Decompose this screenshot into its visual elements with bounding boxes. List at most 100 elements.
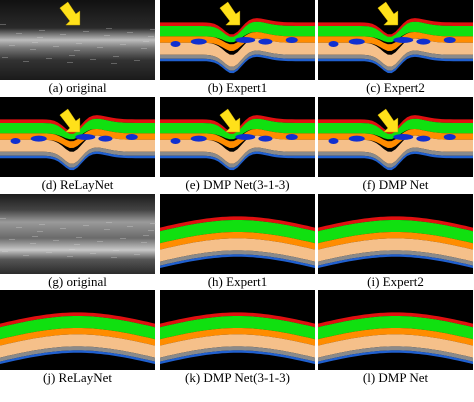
speckle (141, 242, 147, 243)
caption: (e) DMP Net(3-1-3) (185, 177, 289, 192)
fluid (170, 41, 181, 47)
seg-layer (318, 54, 473, 74)
seg-layer (160, 232, 315, 250)
seg-layer (318, 216, 473, 232)
speckle (37, 37, 43, 38)
speckle (97, 241, 103, 242)
fluid (328, 138, 339, 144)
seg-layer (160, 50, 315, 71)
speckle (0, 218, 6, 219)
seg-layer (318, 18, 473, 38)
speckle (150, 29, 156, 30)
seg-layer (160, 38, 315, 67)
seg-layer (0, 135, 155, 164)
seg-layer (0, 115, 155, 135)
fluid (190, 38, 207, 45)
speckle (53, 240, 59, 241)
fluid (443, 37, 456, 43)
seg-layer (318, 312, 473, 328)
fluid (443, 134, 456, 140)
speckle (32, 42, 38, 43)
seg-layer (318, 254, 473, 268)
fluid (170, 138, 181, 144)
seg-layer (160, 220, 315, 244)
seg-layer (0, 118, 155, 140)
speckle (16, 227, 22, 228)
seg-layer (0, 129, 155, 148)
panel (318, 0, 473, 80)
seg-layer (318, 21, 473, 43)
seg-layer (0, 346, 155, 362)
seg-layer (160, 151, 315, 171)
seg-layer (318, 118, 473, 140)
fluid (235, 134, 256, 140)
seg-layer (160, 147, 315, 168)
seg-layer (0, 312, 155, 328)
speckle (127, 226, 133, 227)
oct-image (0, 194, 155, 274)
fluid (393, 134, 414, 140)
speckle (53, 46, 59, 47)
speckle (143, 235, 149, 236)
speckle (83, 31, 89, 32)
arrow (219, 1, 241, 26)
speckle (9, 239, 15, 240)
speckle (2, 251, 8, 252)
fluid (348, 38, 365, 45)
panel (0, 194, 156, 274)
seg-layer (160, 129, 315, 148)
fluid (75, 134, 96, 140)
seg-layer (160, 334, 315, 358)
panel (160, 290, 315, 370)
speckle (113, 250, 119, 251)
speckle (9, 45, 15, 46)
arrow (59, 108, 81, 133)
fluid (235, 37, 256, 43)
caption: (g) original (48, 274, 107, 289)
fluid (328, 41, 339, 47)
seg-layer (0, 334, 155, 358)
speckle (67, 256, 73, 257)
seg-layer (318, 135, 473, 164)
seg-layer (0, 147, 155, 168)
speckle (74, 50, 80, 51)
seg-layer (318, 250, 473, 266)
speckle (134, 254, 140, 255)
seg-layer (160, 346, 315, 362)
seg-layer (318, 147, 473, 168)
panel (318, 290, 473, 370)
fluid (98, 135, 113, 142)
seg-layer (160, 115, 315, 135)
speckle (113, 56, 119, 57)
fluid (30, 135, 47, 142)
speckle (60, 228, 66, 229)
speckle (30, 243, 36, 244)
fluid (285, 134, 298, 140)
speckle (23, 255, 29, 256)
seg-layer (160, 21, 315, 43)
speckle (148, 36, 154, 37)
seg-layer (318, 151, 473, 171)
seg-layer (160, 118, 315, 140)
seg-layer (160, 312, 315, 328)
speckle (134, 60, 140, 61)
panel (318, 97, 473, 177)
speckle (39, 30, 45, 31)
arrow (377, 1, 399, 26)
speckle (106, 28, 112, 29)
speckle (141, 48, 147, 49)
seg-layer (160, 32, 315, 51)
fluid (10, 138, 21, 144)
caption: (i) Expert2 (367, 274, 424, 289)
fluid (348, 135, 365, 142)
panel (0, 290, 155, 370)
speckle (90, 253, 96, 254)
fluid (416, 135, 431, 142)
seg-layer (318, 129, 473, 148)
speckle (97, 47, 103, 48)
seg-layer (318, 115, 473, 135)
seg-layer (0, 350, 155, 364)
caption: (k) DMP Net(3-1-3) (185, 370, 290, 385)
speckle (37, 231, 43, 232)
